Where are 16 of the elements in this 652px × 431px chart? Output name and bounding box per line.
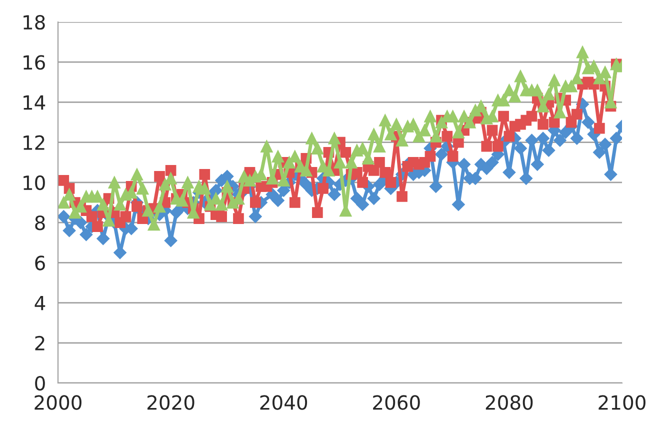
x-tick-label: 2040 [260,395,308,410]
y-tick-label: 6 [35,256,45,270]
y-tick-label: 8 [35,216,45,230]
x-tick-label: 2080 [486,395,533,410]
x-tick-label: 2000 [34,395,82,410]
x-tick-label: 2100 [598,395,646,410]
y-tick-label: 0 [35,376,45,391]
y-tick-label: 18 [24,14,45,30]
y-tick-label: 4 [34,296,46,310]
x-tick-label: 2020 [147,395,194,410]
y-tick-label: 2 [35,336,44,350]
y-tick-label: 16 [24,55,45,70]
x-tick-label: 2060 [373,395,420,410]
y-tick-label: 14 [24,95,46,110]
y-tick-label: 10 [24,175,45,190]
y-tick-label: 12 [24,135,44,150]
